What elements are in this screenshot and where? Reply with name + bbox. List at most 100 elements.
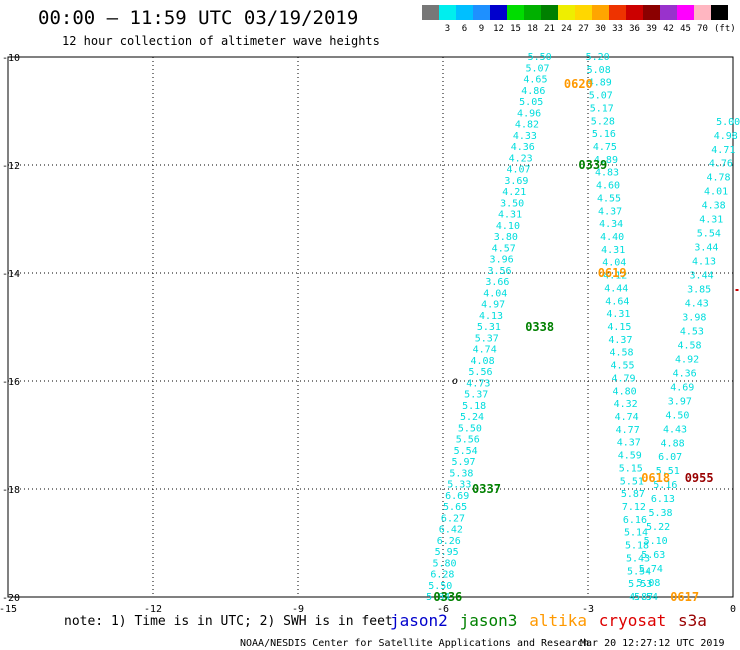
wave-height-value: 5.28: [591, 116, 615, 127]
footer-credit: NOAA/NESDIS Center for Satellite Applica…: [240, 638, 589, 649]
wave-height-value: 5.50: [428, 581, 452, 592]
track-c: 0338: [525, 320, 554, 334]
wave-height-value: 6.16: [623, 515, 647, 526]
legend-cryosat: cryosat: [599, 611, 666, 630]
wave-height-value: 4.57: [492, 243, 516, 254]
y-tick-label: -10: [2, 53, 20, 64]
wave-height-value: 4.13: [479, 311, 503, 322]
pass-time-label: 0337: [472, 482, 501, 496]
wave-height-value: 5.20: [586, 52, 610, 63]
wave-height-value: 4.74: [473, 345, 497, 356]
wave-height-value: 5.05: [519, 97, 543, 108]
wave-height-value: 5.33: [447, 480, 471, 491]
wave-height-value: 5.08: [587, 65, 611, 76]
colorbar-swatch: [473, 5, 490, 20]
wave-height-value: 5.37: [464, 390, 488, 401]
wave-height-value: 3.98: [682, 312, 706, 323]
wave-height-value: 4.76: [709, 159, 733, 170]
wave-height-value: 6.42: [439, 525, 463, 536]
wave-height-value: 4.89: [594, 155, 618, 166]
colorbar-swatch: [490, 5, 507, 20]
track-e: 5.54 5.08 5.74 5.63 5.10 5.22 5.38 6.13 5.16 5.51…: [634, 117, 740, 604]
wave-height-value: 5.51: [620, 476, 644, 487]
pass-time-label: 0338: [525, 320, 554, 334]
wave-height-value: 4.43: [685, 298, 709, 309]
colorbar-tick-label: 21: [544, 24, 555, 34]
wave-height-value: 4.77: [616, 425, 640, 436]
legend-s3a: s3a: [678, 611, 707, 630]
wave-height-value: 5.08: [636, 578, 660, 589]
wave-height-value: 4.50: [665, 410, 689, 421]
wave-height-value: 4.97: [481, 300, 505, 311]
plot-frame: [7, 56, 734, 598]
wave-height-value: 4.04: [483, 288, 507, 299]
satellite-legend: jason2 jason3 altika cryosat s3a: [390, 611, 707, 630]
wave-height-value: 4.80: [613, 386, 637, 397]
wave-height-value: 5.18: [462, 401, 486, 412]
pass-time-label: 0955: [685, 471, 714, 485]
pass-time-label: 0619: [598, 266, 627, 280]
wave-height-value: 4.38: [702, 201, 726, 212]
footer-note: note: 1) Time is in UTC; 2) SWH is in fe…: [64, 614, 393, 629]
x-tick-label: -15: [0, 604, 17, 615]
wave-height-value: 5.54: [454, 446, 478, 457]
legend-jason2: jason2: [390, 611, 448, 630]
colorbar-swatch: [456, 5, 473, 20]
wave-height-value: 5.54: [627, 566, 651, 577]
wave-height-value: 4.13: [692, 257, 716, 268]
wave-height-value: 4.58: [609, 348, 633, 359]
wave-height-value: 3.66: [485, 277, 509, 288]
wave-height-value: 4.31: [498, 210, 522, 221]
wave-height-value: 4.23: [509, 153, 533, 164]
colorbar-swatch: [694, 5, 711, 20]
wave-height-value: 5.24: [460, 412, 484, 423]
wave-height-value: 5.18: [625, 541, 649, 552]
colorbar-swatch: [677, 5, 694, 20]
track-g: 0619: [598, 266, 627, 280]
x-tick-label: -6: [437, 604, 449, 615]
wave-height-value: 5.53: [628, 579, 652, 590]
colorbar-swatch: [558, 5, 575, 20]
track-i: 0955: [685, 471, 714, 485]
wave-height-value: 4.98: [714, 131, 738, 142]
wave-height-value: 6.07: [658, 452, 682, 463]
track-a: 5.845.506.285.805.956.266.426.275.656.69…: [426, 52, 552, 604]
wave-height-value: 4.59: [618, 451, 642, 462]
wave-height-value: 4.88: [661, 438, 685, 449]
wave-height-value: 4.43: [663, 424, 687, 435]
colorbar-tick-label: 30: [595, 24, 606, 34]
wave-height-value: 4.31: [699, 215, 723, 226]
colorbar-tick-label: 33: [612, 24, 623, 34]
wave-height-value: 5.97: [451, 457, 475, 468]
wave-height-value: 4.34: [599, 219, 623, 230]
colorbar-tick-label: 6: [462, 24, 467, 34]
wave-height-value: 6.28: [430, 570, 454, 581]
wave-height-value: 6.69: [445, 491, 469, 502]
wave-height-value: 5.50: [528, 52, 552, 63]
colorbar-tick-label: 27: [578, 24, 589, 34]
colorbar-tick-label: 42: [663, 24, 674, 34]
zero-marker: o: [452, 376, 458, 387]
x-tick-label: -9: [292, 604, 304, 615]
wave-height-value: 5.37: [475, 333, 499, 344]
wave-height-value: 4.92: [675, 354, 699, 365]
wave-height-value: 6.13: [651, 494, 675, 505]
wave-height-value: 4.71: [711, 145, 735, 156]
colorbar-tick-label: 12: [493, 24, 504, 34]
wave-height-value: 5.65: [443, 502, 467, 513]
wave-height-value: 5.38: [449, 468, 473, 479]
pass-time-label: 0339: [578, 158, 607, 172]
colorbar-swatch: [507, 5, 524, 20]
wave-height-value: 4.87: [629, 592, 653, 603]
y-tick-label: -16: [2, 377, 20, 388]
colorbar-tick-label: 9: [479, 24, 484, 34]
wave-height-value: 4.07: [506, 165, 530, 176]
wave-height-value: 5.74: [639, 564, 663, 575]
wave-height-value: 7.12: [622, 502, 646, 513]
x-tick-label: -12: [144, 604, 162, 615]
colorbar-swatch: [422, 5, 439, 20]
y-tick-label: -18: [2, 485, 20, 496]
colorbar-tick-label: 15: [510, 24, 521, 34]
wave-height-value: 3.80: [494, 232, 518, 243]
